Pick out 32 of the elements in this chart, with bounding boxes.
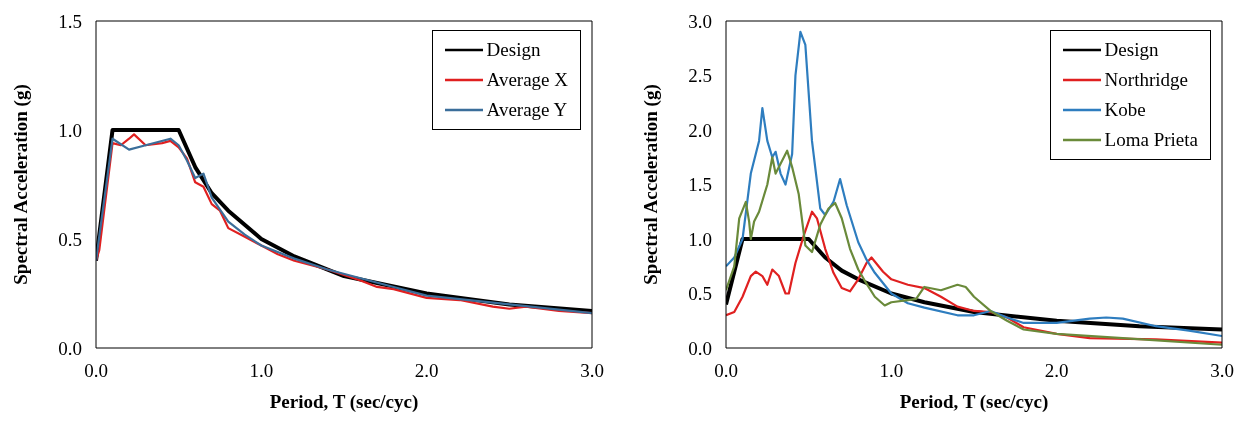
legend-label: Design (1104, 39, 1159, 61)
y-tick-label: 0.0 (58, 337, 82, 359)
y-tick-label: 2.5 (688, 65, 712, 87)
line-series (726, 210, 1222, 344)
y-axis-title: Spectral Acceleration (g) (9, 84, 32, 285)
x-tick-label: 3.0 (580, 360, 604, 382)
legend-label: Design (486, 39, 541, 61)
x-tick-label: 1.0 (879, 360, 904, 382)
y-tick-label: 0.0 (688, 337, 712, 359)
x-tick-label: 3.0 (1210, 360, 1234, 382)
y-tick-label: 2.0 (688, 119, 712, 141)
legend-label: Average Y (486, 99, 568, 121)
x-tick-label: 1.0 (249, 360, 274, 382)
y-tick-label: 1.0 (688, 228, 712, 250)
x-tick-label: 0.0 (84, 360, 108, 382)
legend-label: Average X (486, 69, 568, 91)
y-tick-label: 1.5 (688, 174, 712, 196)
y-tick-label: 0.5 (58, 228, 82, 250)
x-tick-label: 2.0 (414, 360, 439, 382)
y-tick-label: 0.5 (688, 283, 712, 305)
y-axis-title: Spectral Acceleration (g) (639, 84, 662, 285)
legend-label: Kobe (1104, 99, 1146, 121)
x-axis-title: Period, T (sec/cyc) (899, 391, 1049, 413)
x-tick-label: 0.0 (714, 360, 738, 382)
x-axis-title: Period, T (sec/cyc) (269, 391, 419, 413)
y-tick-label: 1.0 (58, 119, 82, 141)
x-tick-label: 2.0 (1044, 360, 1069, 382)
line-series (726, 30, 1222, 338)
legend-label: Northridge (1104, 69, 1188, 91)
y-tick-label: 1.5 (58, 10, 82, 32)
legend-label: Loma Prieta (1104, 129, 1198, 151)
y-tick-label: 3.0 (688, 10, 712, 32)
